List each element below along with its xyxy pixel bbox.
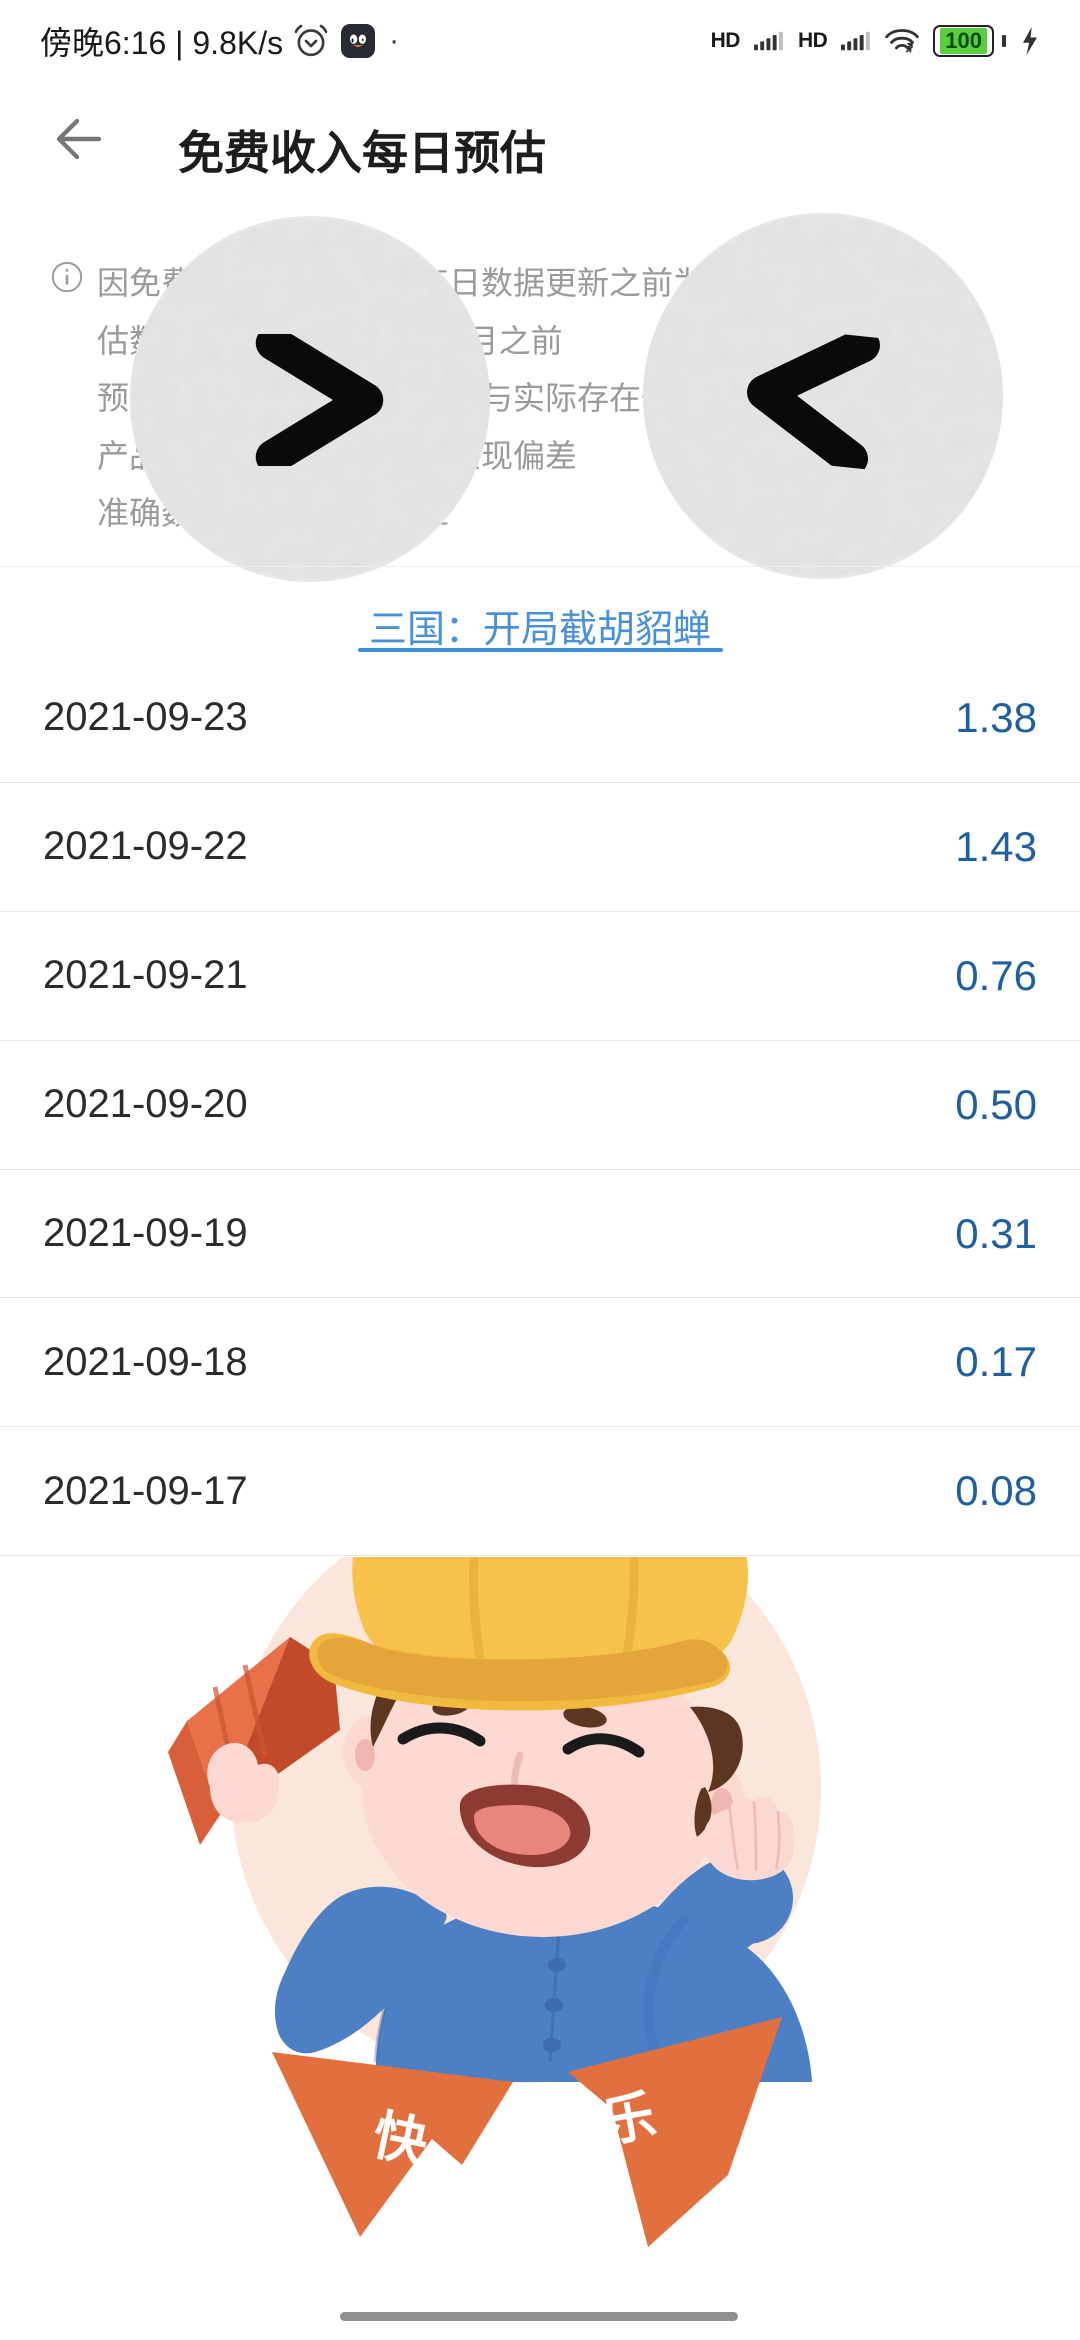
svg-text:快: 快 — [368, 2105, 434, 2175]
svg-text:乐: 乐 — [597, 2085, 661, 2153]
